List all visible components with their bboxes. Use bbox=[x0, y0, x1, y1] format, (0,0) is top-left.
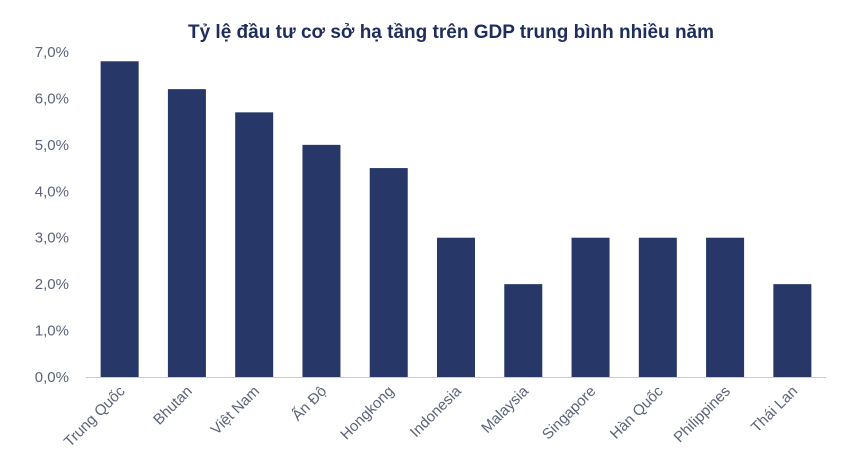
x-tick-label: Hàn Quốc bbox=[607, 382, 667, 442]
x-tick-label: Trung Quốc bbox=[61, 382, 129, 450]
bar bbox=[235, 112, 274, 377]
bar bbox=[773, 284, 812, 377]
bar bbox=[571, 237, 610, 377]
x-tick-label: Philippines bbox=[671, 383, 734, 446]
x-axis-labels: Trung Quốc Bhutan Việt Nam Ấn Độ Hongkong Ind… bbox=[61, 382, 801, 450]
bars bbox=[100, 61, 812, 378]
y-axis-ticks: 0,0% 1,0% 2,0% 3,0% 4,0% 5,0% 6,0% 7,0% bbox=[35, 44, 69, 386]
bar bbox=[706, 237, 745, 377]
y-tick-label: 6,0% bbox=[35, 90, 69, 107]
bar bbox=[100, 61, 139, 378]
x-tick-label: Hongkong bbox=[337, 383, 397, 443]
y-tick-label: 3,0% bbox=[35, 230, 69, 247]
x-tick-label: Bhutan bbox=[150, 383, 196, 429]
x-tick-label: Thái Lan bbox=[748, 383, 801, 436]
y-tick-label: 0,0% bbox=[35, 369, 69, 386]
bar bbox=[167, 89, 206, 378]
bar bbox=[638, 237, 677, 377]
chart-title: Tỷ lệ đầu tư cơ sở hạ tầng trên GDP trun… bbox=[187, 22, 715, 43]
bar bbox=[369, 168, 408, 377]
y-tick-label: 1,0% bbox=[35, 323, 69, 340]
bar bbox=[302, 144, 341, 377]
bar bbox=[504, 284, 543, 377]
x-tick-label: Ấn Độ bbox=[289, 383, 331, 425]
x-tick-label: Malaysia bbox=[478, 382, 532, 436]
y-tick-label: 7,0% bbox=[35, 44, 69, 61]
y-tick-label: 2,0% bbox=[35, 276, 69, 293]
bar bbox=[437, 237, 475, 377]
x-tick-label: Indonesia bbox=[407, 382, 465, 440]
y-tick-label: 4,0% bbox=[35, 183, 69, 200]
y-tick-label: 5,0% bbox=[35, 137, 69, 154]
x-tick-label: Việt Nam bbox=[208, 383, 263, 438]
x-tick-label: Singapore bbox=[539, 383, 599, 443]
